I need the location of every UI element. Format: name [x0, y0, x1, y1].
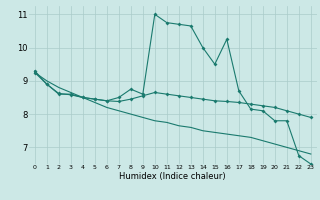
X-axis label: Humidex (Indice chaleur): Humidex (Indice chaleur) [119, 172, 226, 181]
